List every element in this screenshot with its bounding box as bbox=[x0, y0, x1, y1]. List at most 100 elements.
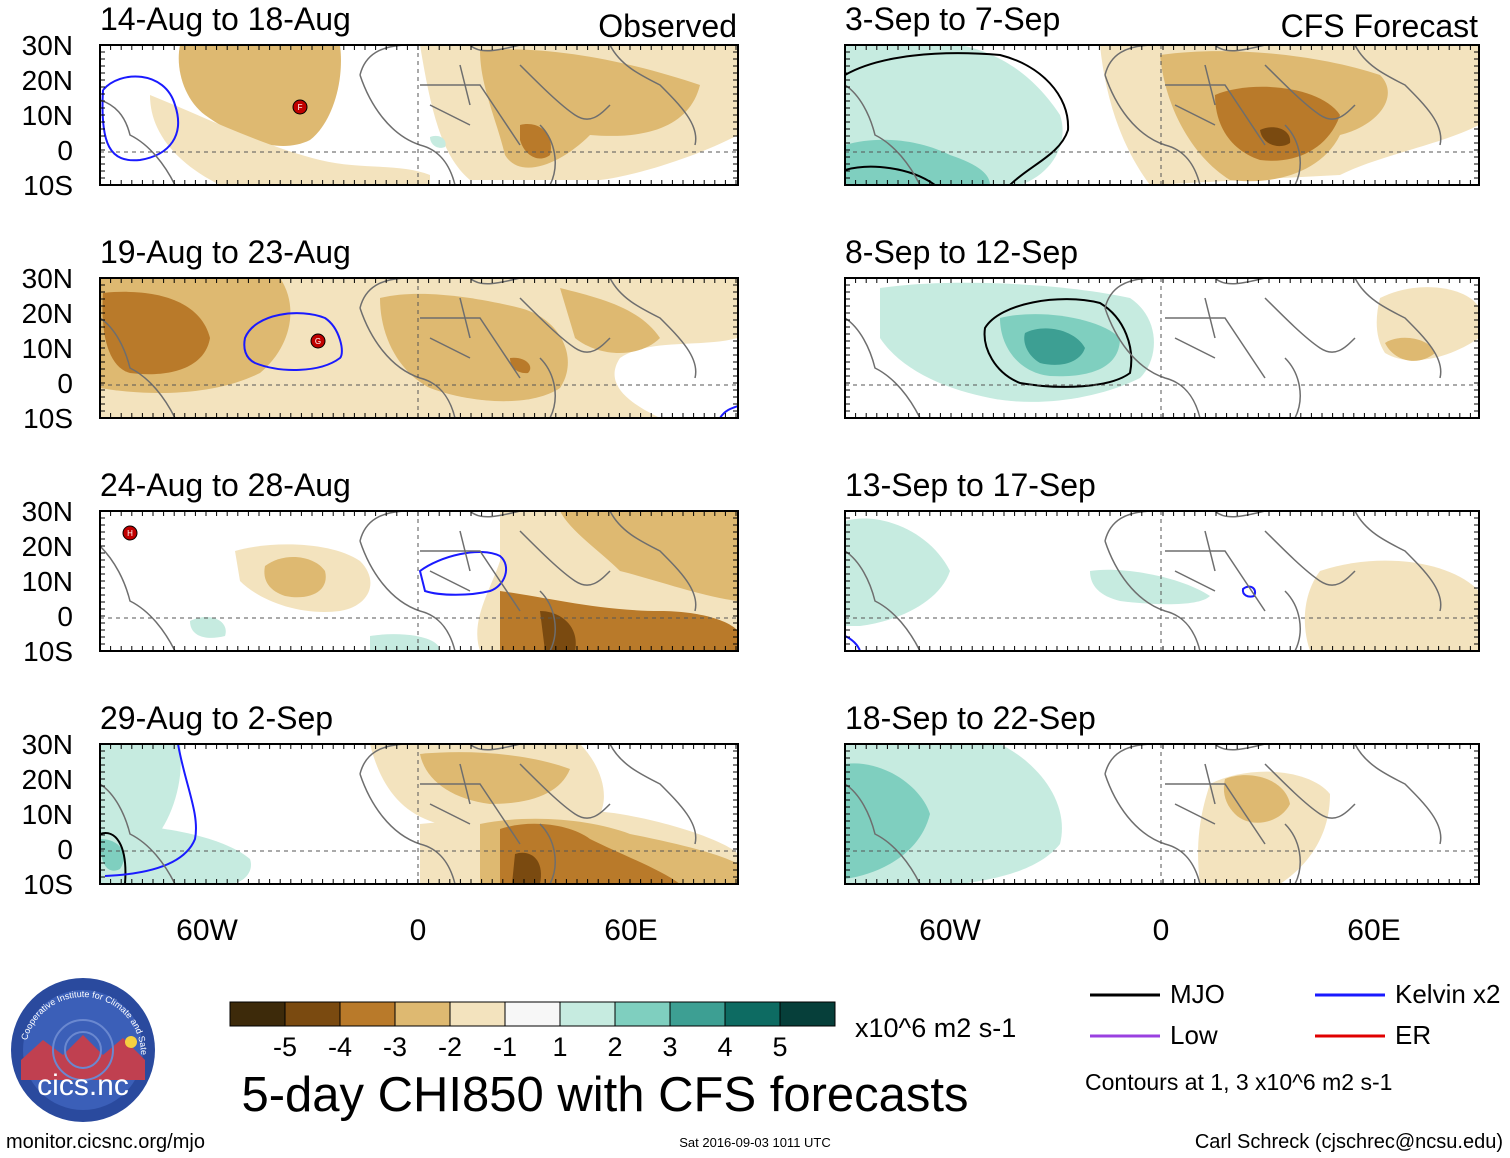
anomaly-dry bbox=[264, 556, 326, 598]
lat-tick-label: 0 bbox=[57, 601, 73, 632]
storm-marker: F bbox=[292, 99, 308, 115]
panel-6 bbox=[844, 277, 1480, 419]
lat-tick-label: 20N bbox=[22, 65, 73, 96]
mjo-contour bbox=[845, 165, 936, 185]
lat-tick-label: 30N bbox=[22, 30, 73, 61]
lat-tick-label: 10S bbox=[23, 403, 73, 434]
forecast-header: CFS Forecast bbox=[1281, 8, 1478, 44]
svg-text:G: G bbox=[315, 337, 321, 346]
panel-title: 14-Aug to 18-Aug bbox=[100, 1, 351, 37]
anomaly-dry bbox=[1304, 560, 1479, 651]
lat-tick-label: 10N bbox=[22, 799, 73, 830]
anomaly-wet bbox=[370, 634, 440, 651]
lat-tick-label: 10S bbox=[23, 636, 73, 667]
legend: MJO Kelvin x2 Low ER bbox=[1090, 979, 1501, 1050]
panel-4 bbox=[99, 743, 739, 885]
colorbar-swatch bbox=[394, 1001, 451, 1027]
anomaly-dry bbox=[560, 511, 738, 601]
colorbar-tick-label: -4 bbox=[328, 1032, 352, 1062]
kelvin-contour bbox=[719, 405, 738, 418]
anomaly-wet bbox=[845, 518, 950, 626]
anomaly-dry bbox=[540, 611, 576, 651]
mjo-contour bbox=[845, 52, 1070, 185]
lat-tick-label: 10N bbox=[22, 566, 73, 597]
colorbar-tick-label: 3 bbox=[662, 1032, 677, 1062]
lat-tick-label: 10S bbox=[23, 869, 73, 900]
anomaly-wet bbox=[1090, 569, 1210, 605]
colorbar-tick-label: -2 bbox=[438, 1032, 462, 1062]
units-label: x10^6 m2 s-1 bbox=[855, 1013, 1016, 1043]
panel-7 bbox=[844, 510, 1480, 652]
lat-tick-label: 30N bbox=[22, 729, 73, 760]
lat-tick-label: 10S bbox=[23, 170, 73, 201]
footer-url: monitor.cicsnc.org/mjo bbox=[6, 1131, 205, 1153]
panel-title: 3-Sep to 7-Sep bbox=[845, 1, 1060, 37]
figure-title: 5-day CHI850 with CFS forecasts bbox=[241, 1068, 968, 1122]
panel-3: H bbox=[99, 510, 739, 652]
colorbar-swatch bbox=[229, 1001, 286, 1027]
anomaly-dry bbox=[1385, 337, 1435, 361]
longitude-axis: 60W 60W 0 0 60E 60E bbox=[176, 914, 1401, 947]
lon-tick-label: 60W bbox=[919, 914, 981, 947]
footer-author: Carl Schreck (cjschrec@ncsu.edu) bbox=[1195, 1131, 1503, 1153]
anomaly-dry bbox=[102, 291, 210, 375]
lon-tick-label: 60E bbox=[604, 914, 657, 947]
colorbar-swatch bbox=[339, 1001, 396, 1027]
panel-title: 19-Aug to 23-Aug bbox=[100, 234, 351, 270]
colorbar-tick-label: -1 bbox=[493, 1032, 517, 1062]
legend-label: Kelvin x2 bbox=[1395, 979, 1501, 1009]
lat-tick-label: 30N bbox=[22, 496, 73, 527]
colorbar-swatch bbox=[614, 1001, 671, 1027]
anomaly-dry bbox=[520, 124, 551, 159]
kelvin-contour bbox=[243, 312, 343, 371]
anomaly-dry bbox=[178, 45, 341, 146]
colorbar-tick-label: 1 bbox=[552, 1032, 567, 1062]
anomaly-wet bbox=[190, 616, 226, 638]
anomaly-dry bbox=[150, 95, 430, 185]
kelvin-contour bbox=[101, 75, 180, 162]
panel-title: 29-Aug to 2-Sep bbox=[100, 700, 333, 736]
lat-tick-label: 0 bbox=[57, 368, 73, 399]
anomaly-wet bbox=[1024, 328, 1085, 365]
colorbar-swatch bbox=[779, 1001, 836, 1027]
colorbar-tick-label: -5 bbox=[273, 1032, 297, 1062]
panel-2: G bbox=[99, 277, 739, 419]
panel-5 bbox=[844, 44, 1480, 186]
storm-marker: G bbox=[310, 333, 326, 349]
legend-label: MJO bbox=[1170, 979, 1225, 1009]
anomaly-dry bbox=[1215, 86, 1340, 161]
anomaly-dry bbox=[1223, 775, 1290, 823]
anomaly-dry bbox=[1260, 127, 1291, 147]
panel-title: 24-Aug to 28-Aug bbox=[100, 467, 351, 503]
lat-tick-label: 0 bbox=[57, 135, 73, 166]
colorbar-tick-label: 5 bbox=[772, 1032, 787, 1062]
lat-tick-label: 20N bbox=[22, 298, 73, 329]
panel-title: 18-Sep to 22-Sep bbox=[845, 700, 1096, 736]
panel-8 bbox=[844, 743, 1480, 885]
panel-title: 8-Sep to 12-Sep bbox=[845, 234, 1078, 270]
colorbar-swatch bbox=[284, 1001, 341, 1027]
anomaly-wet bbox=[430, 135, 446, 148]
anomaly-dry bbox=[560, 288, 660, 353]
kelvin-contour bbox=[418, 550, 508, 596]
anomaly-wet bbox=[845, 763, 930, 879]
lat-tick-label: 10N bbox=[22, 333, 73, 364]
contour-note: Contours at 1, 3 x10^6 m2 s-1 bbox=[1085, 1069, 1392, 1095]
panel-title: 13-Sep to 17-Sep bbox=[845, 467, 1096, 503]
anomaly-dry bbox=[380, 293, 568, 402]
cics-logo: cics.nc Cooperative Institute for Climat… bbox=[11, 978, 155, 1122]
footer-timestamp: Sat 2016-09-03 1011 UTC bbox=[679, 1135, 831, 1150]
colorbar: -5 -4 -3 -2 -1 1 2 3 4 5 bbox=[229, 1001, 836, 1062]
colorbar-swatch bbox=[449, 1001, 506, 1027]
logo-text: cics.nc bbox=[37, 1069, 129, 1102]
anomaly-dry bbox=[500, 823, 680, 884]
colorbar-tick-label: 4 bbox=[717, 1032, 732, 1062]
colorbar-swatch bbox=[724, 1001, 781, 1027]
legend-label: ER bbox=[1395, 1020, 1431, 1050]
lon-tick-label: 0 bbox=[1153, 914, 1170, 947]
lon-tick-label: 60E bbox=[1347, 914, 1400, 947]
lat-tick-label: 20N bbox=[22, 531, 73, 562]
mjo-contour bbox=[983, 298, 1133, 388]
panel-1: F bbox=[99, 44, 739, 186]
